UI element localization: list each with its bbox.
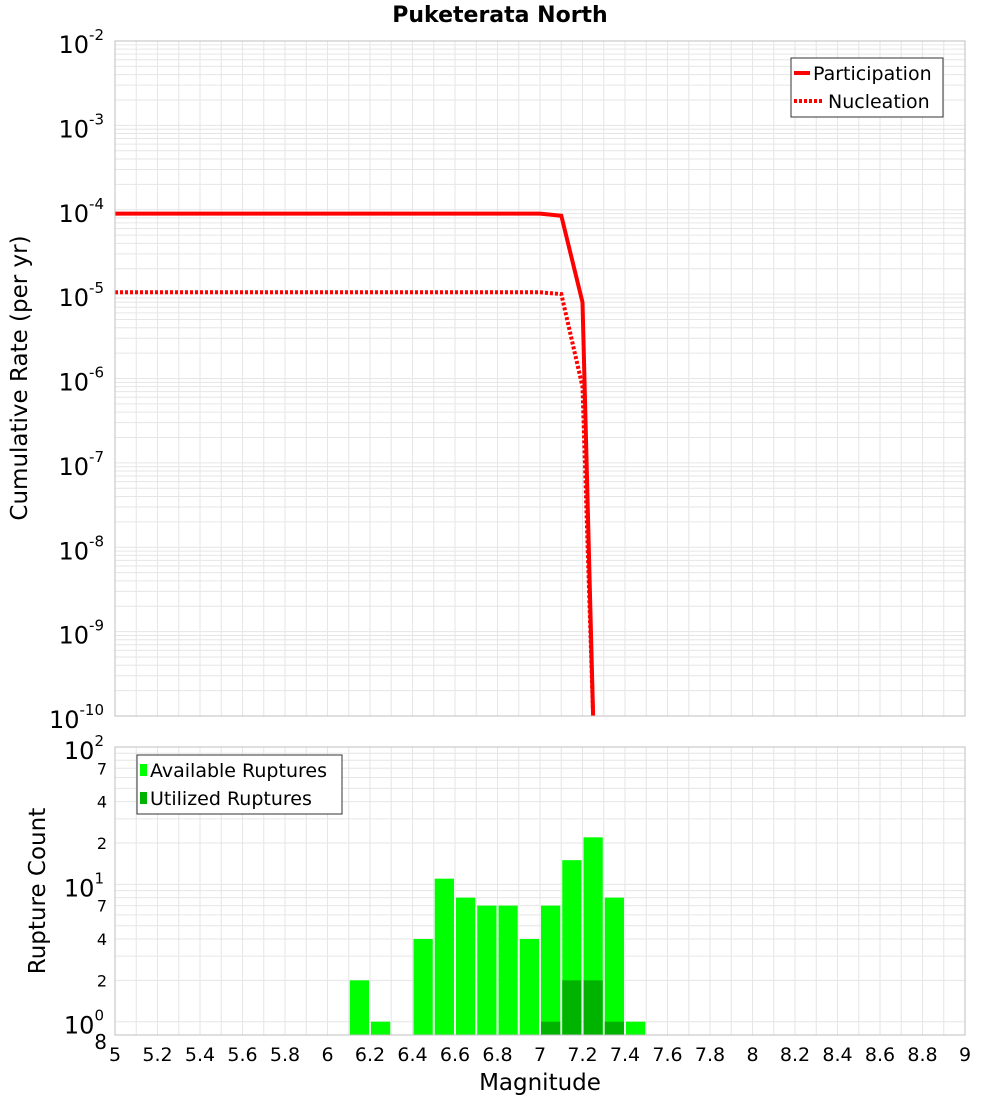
top-legend-box [790,57,944,118]
x-tick-label: 8.2 [780,1044,810,1066]
available-bar [604,897,624,1035]
legend-participation-label: Participation [813,63,932,85]
x-tick-label: 7.6 [652,1044,682,1066]
x-tick-label: 7.4 [610,1044,640,1066]
y-tick-label: 10-7 [58,448,104,481]
available-bar [456,897,476,1035]
bottom-legend-box [136,754,343,815]
y-tick-label: 10-8 [58,532,104,565]
top-plot-frame [114,40,966,717]
utilized-bar [583,980,603,1035]
y-tick-label: 10-6 [58,364,104,397]
y-tick-label: 10-5 [58,279,104,312]
x-tick-label: 5 [109,1044,121,1066]
top-grid [114,41,966,717]
top-legend: Participation Nucleation [790,57,944,118]
x-tick-label: 5.4 [185,1044,215,1066]
y-tick-label: 7 [97,897,107,916]
y-tick-label: 10-9 [58,617,104,650]
y-tick-label: 10-3 [58,110,104,143]
available-bar [349,980,369,1035]
x-tick-label: 7.2 [567,1044,597,1066]
x-tick-labels: 5 5.2 5.4 5.6 5.8 6 6.2 6.4 6.6 6.8 7 7.2 7.4 7.6 7.8 8… [109,1044,971,1066]
available-bar [498,905,518,1035]
legend-nucleation-label: Nucleation [828,91,930,113]
x-tick-label: 5.2 [142,1044,172,1066]
available-bar [413,939,433,1035]
y-tick-label: 2 [97,834,107,853]
x-tick-label: 7 [534,1044,546,1066]
y-tick-label: 10-10 [49,701,104,734]
x-axis-label: Magnitude [479,1070,601,1096]
y-tick-label: 100 [64,1007,104,1040]
legend-available-label: Available Ruptures [150,760,327,782]
chart-title: Puketerata North [392,3,607,28]
available-bar [626,1021,646,1035]
legend-available-swatch [140,764,147,776]
x-tick-label: 8.4 [822,1044,852,1066]
y-tick-label: 7 [97,759,107,778]
available-bar [371,1021,391,1035]
legend-utilized-swatch [140,792,147,804]
top-y-tick-labels: 10-2 10-3 10-4 10-5 10-6 10-7 10-8 10-9 10-10 [49,26,104,734]
bottom-plot-frame [114,746,966,1036]
legend-utilized-label: Utilized Ruptures [150,788,312,810]
x-tick-label: 5.8 [270,1044,300,1066]
y-tick-label: 8 [94,1030,107,1054]
available-bar [519,939,539,1035]
utilized-bar [604,1021,624,1035]
top-series [115,211,596,716]
x-tick-label: 6.6 [440,1044,470,1066]
y-tick-label: 102 [64,732,104,765]
top-y-axis-label: Cumulative Rate (per yr) [7,235,33,520]
x-tick-label: 8.8 [907,1044,937,1066]
bottom-y-axis-label: Rupture Count [25,808,51,974]
bottom-legend: Available Ruptures Utilized Ruptures [136,754,343,815]
y-tick-label: 4 [97,930,107,949]
utilized-bar [541,1021,561,1035]
x-tick-label: 7.8 [695,1044,725,1066]
x-tick-label: 8 [746,1044,758,1066]
y-tick-label: 4 [97,793,107,812]
x-tick-label: 8.6 [865,1044,895,1066]
y-tick-label: 101 [64,869,104,902]
x-tick-label: 5.6 [227,1044,257,1066]
y-tick-label: 10-4 [58,195,104,228]
available-bar [434,878,454,1035]
bottom-bars [349,837,646,1035]
available-bar [541,905,561,1035]
x-tick-label: 9 [959,1044,971,1066]
series-line-nucleation [115,290,596,716]
utilized-bar [562,980,582,1035]
available-bar [477,905,497,1035]
y-tick-label: 10-2 [58,26,104,59]
x-tick-label: 6 [321,1044,333,1066]
x-tick-label: 6.2 [355,1044,385,1066]
series-line-participation [115,211,596,716]
x-tick-label: 6.4 [397,1044,427,1066]
y-tick-label: 2 [97,971,107,990]
x-tick-label: 6.8 [482,1044,512,1066]
